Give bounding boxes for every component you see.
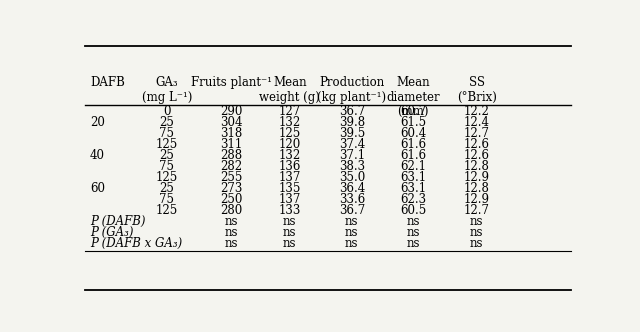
Text: ns: ns (470, 237, 484, 250)
Text: 60.4: 60.4 (400, 127, 426, 140)
Text: 61.5: 61.5 (400, 116, 426, 129)
Text: P (DAFB x GA₃): P (DAFB x GA₃) (90, 237, 182, 250)
Text: 38.3: 38.3 (339, 160, 365, 173)
Text: 12.2: 12.2 (464, 105, 490, 118)
Text: 12.9: 12.9 (464, 193, 490, 206)
Text: ns: ns (345, 237, 358, 250)
Text: 12.8: 12.8 (464, 160, 490, 173)
Text: 37.1: 37.1 (339, 149, 365, 162)
Text: ns: ns (470, 215, 484, 228)
Text: 62.3: 62.3 (400, 193, 426, 206)
Text: 304: 304 (220, 116, 243, 129)
Text: 12.7: 12.7 (464, 204, 490, 217)
Text: ns: ns (225, 237, 238, 250)
Text: 39.5: 39.5 (339, 127, 365, 140)
Text: ns: ns (225, 226, 238, 239)
Text: 33.6: 33.6 (339, 193, 365, 206)
Text: 63.1: 63.1 (400, 182, 426, 195)
Text: ns: ns (225, 215, 238, 228)
Text: ns: ns (406, 215, 420, 228)
Text: ns: ns (345, 215, 358, 228)
Text: 135: 135 (278, 182, 301, 195)
Text: 0: 0 (163, 105, 170, 118)
Text: 133: 133 (278, 204, 301, 217)
Text: Fruits plant⁻¹: Fruits plant⁻¹ (191, 76, 272, 89)
Text: 125: 125 (156, 138, 178, 151)
Text: Mean
weight (g): Mean weight (g) (259, 76, 320, 104)
Text: 12.6: 12.6 (464, 149, 490, 162)
Text: 60.7: 60.7 (400, 105, 426, 118)
Text: 250: 250 (220, 193, 243, 206)
Text: Mean
diameter
(mm): Mean diameter (mm) (387, 76, 440, 119)
Text: 136: 136 (278, 160, 301, 173)
Text: 255: 255 (220, 171, 243, 184)
Text: 35.0: 35.0 (339, 171, 365, 184)
Text: GA₃
(mg L⁻¹): GA₃ (mg L⁻¹) (141, 76, 192, 104)
Text: ns: ns (406, 237, 420, 250)
Text: P (GA₃): P (GA₃) (90, 226, 133, 239)
Text: ns: ns (406, 226, 420, 239)
Text: 36.7: 36.7 (339, 204, 365, 217)
Text: 25: 25 (159, 182, 174, 195)
Text: 36.7: 36.7 (339, 105, 365, 118)
Text: 290: 290 (220, 105, 243, 118)
Text: 137: 137 (278, 171, 301, 184)
Text: 125: 125 (156, 171, 178, 184)
Text: ns: ns (283, 215, 296, 228)
Text: 132: 132 (278, 149, 301, 162)
Text: ns: ns (283, 226, 296, 239)
Text: 62.1: 62.1 (400, 160, 426, 173)
Text: 288: 288 (220, 149, 243, 162)
Text: 311: 311 (220, 138, 243, 151)
Text: 12.4: 12.4 (464, 116, 490, 129)
Text: 125: 125 (278, 127, 301, 140)
Text: P (DAFB): P (DAFB) (90, 215, 145, 228)
Text: 39.8: 39.8 (339, 116, 365, 129)
Text: 127: 127 (278, 105, 301, 118)
Text: 36.4: 36.4 (339, 182, 365, 195)
Text: 12.8: 12.8 (464, 182, 490, 195)
Text: 132: 132 (278, 116, 301, 129)
Text: ns: ns (283, 237, 296, 250)
Text: 125: 125 (156, 204, 178, 217)
Text: 282: 282 (220, 160, 243, 173)
Text: 12.6: 12.6 (464, 138, 490, 151)
Text: 75: 75 (159, 127, 174, 140)
Text: 25: 25 (159, 116, 174, 129)
Text: SS
(°Brix): SS (°Brix) (457, 76, 497, 104)
Text: 273: 273 (220, 182, 243, 195)
Text: 75: 75 (159, 193, 174, 206)
Text: 280: 280 (220, 204, 243, 217)
Text: 12.7: 12.7 (464, 127, 490, 140)
Text: 318: 318 (220, 127, 243, 140)
Text: 40: 40 (90, 149, 105, 162)
Text: 120: 120 (278, 138, 301, 151)
Text: 137: 137 (278, 193, 301, 206)
Text: ns: ns (470, 226, 484, 239)
Text: 75: 75 (159, 160, 174, 173)
Text: 25: 25 (159, 149, 174, 162)
Text: 61.6: 61.6 (400, 149, 426, 162)
Text: 60: 60 (90, 182, 105, 195)
Text: 60.5: 60.5 (400, 204, 426, 217)
Text: Production
(kg plant⁻¹): Production (kg plant⁻¹) (317, 76, 387, 104)
Text: 12.9: 12.9 (464, 171, 490, 184)
Text: 61.6: 61.6 (400, 138, 426, 151)
Text: 37.4: 37.4 (339, 138, 365, 151)
Text: DAFB: DAFB (90, 76, 125, 89)
Text: ns: ns (345, 226, 358, 239)
Text: 20: 20 (90, 116, 105, 129)
Text: 63.1: 63.1 (400, 171, 426, 184)
